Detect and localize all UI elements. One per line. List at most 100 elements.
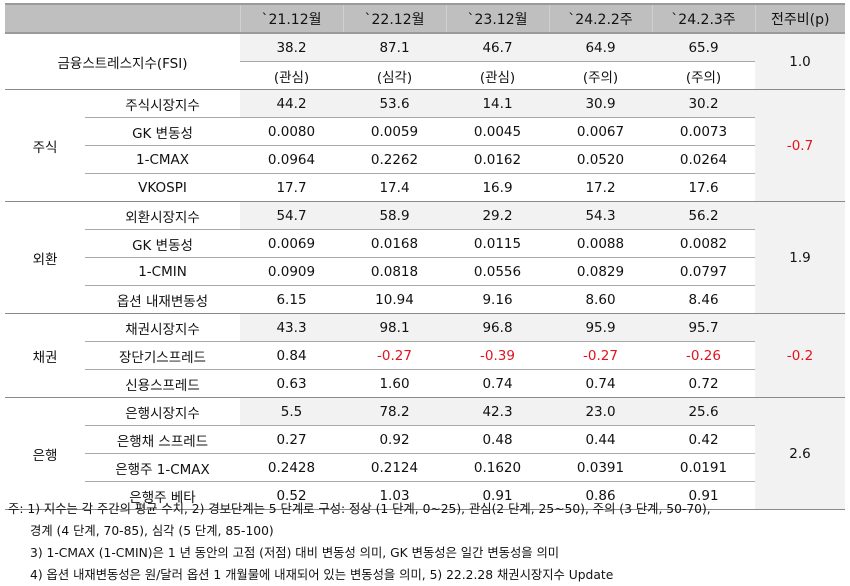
fsi-value-row: 금융스트레스지수(FSI) 38.2 87.1 46.7 64.9 65.9 1… (5, 33, 845, 90)
cell-value: 0.84 (240, 341, 343, 370)
cell-value: 17.2 (549, 173, 652, 202)
header-blank (5, 3, 240, 34)
cell-value-negative: -0.39 (446, 341, 549, 370)
cell-value: 1.60 (343, 369, 446, 398)
table-row: 신용스프레드 0.63 1.60 0.74 0.74 0.72 (5, 369, 845, 398)
row-label: 은행시장지수 (85, 397, 240, 426)
table-row: 1-CMIN 0.0909 0.0818 0.0556 0.0829 0.079… (5, 257, 845, 286)
cell-value: 0.0067 (549, 117, 652, 146)
cell-value: 0.0818 (343, 257, 446, 286)
cell-value: 0.2124 (343, 453, 446, 482)
cell-value: 1.03 (343, 481, 446, 510)
cell-value: 0.0115 (446, 229, 549, 258)
table-row: 장단기스프레드 0.84 -0.27 -0.39 -0.27 -0.26 (5, 341, 845, 370)
cell-value: 16.9 (446, 173, 549, 202)
fsi-value: 87.1 (343, 33, 446, 62)
cell-value: 95.7 (652, 313, 755, 342)
fsi-level: (주의) (549, 61, 652, 90)
cell-value: 0.0556 (446, 257, 549, 286)
cell-value: 0.52 (240, 481, 343, 510)
table-row: 은행 은행시장지수 5.5 78.2 42.3 23.0 25.6 2.6 (5, 397, 845, 510)
row-label: 은행주 베타 (85, 481, 240, 510)
cell-value: 0.0797 (652, 257, 755, 286)
group-change-fx: 1.9 (755, 201, 845, 314)
header-2024-2-w2: `24.2.2주 (548, 3, 652, 34)
row-label: 외환시장지수 (85, 201, 240, 230)
table-row: VKOSPI 17.7 17.4 16.9 17.2 17.6 (5, 173, 845, 202)
cell-value: 17.4 (343, 173, 446, 202)
cell-value: 53.6 (343, 89, 446, 118)
cell-value: 0.0082 (652, 229, 755, 258)
cell-value: 0.0080 (240, 117, 343, 146)
table-row: 외환 외환시장지수 54.7 58.9 29.2 54.3 56.2 1.9 (5, 201, 845, 314)
table-row: GK 변동성 0.0080 0.0059 0.0045 0.0067 0.007… (5, 117, 845, 146)
table-row: 옵션 내재변동성 6.15 10.94 9.16 8.60 8.46 (5, 285, 845, 314)
cell-value: 98.1 (343, 313, 446, 342)
fsi-change: 1.0 (755, 33, 845, 90)
table-row: 채권 채권시장지수 43.3 98.1 96.8 95.9 95.7 -0.2 (5, 313, 845, 398)
cell-value: 96.8 (446, 313, 549, 342)
fsi-level: (관심) (446, 61, 549, 90)
financial-stress-index-table: `21.12월 `22.12월 `23.12월 `24.2.2주 `24.2.3… (5, 3, 845, 510)
fsi-value: 65.9 (652, 33, 755, 62)
note-line: 4) 옵션 내재변동성은 원/달러 옵션 1 개월물에 내재되어 있는 변동성을… (30, 568, 614, 582)
cell-value: 0.86 (549, 481, 652, 510)
cell-value: 95.9 (549, 313, 652, 342)
cell-value: 0.91 (652, 481, 755, 510)
row-label: 1-CMAX (85, 145, 240, 174)
fsi-level-row: (관심) (심각) (관심) (주의) (주의) (5, 61, 845, 90)
note-line: 경계 (4 단계, 70-85), 심각 (5 단계, 85-100) (30, 524, 274, 538)
cell-value: 14.1 (446, 89, 549, 118)
table-row: 1-CMAX 0.0964 0.2262 0.0162 0.0520 0.026… (5, 145, 845, 174)
cell-value: 0.91 (446, 481, 549, 510)
cell-value: 17.6 (652, 173, 755, 202)
cell-value: 30.2 (652, 89, 755, 118)
cell-value: 0.0191 (652, 453, 755, 482)
row-label: GK 변동성 (85, 229, 240, 258)
fsi-level: (심각) (343, 61, 446, 90)
cell-value: 0.1620 (446, 453, 549, 482)
cell-value: 54.7 (240, 201, 343, 230)
table-row: 은행주 1-CMAX 0.2428 0.2124 0.1620 0.0391 0… (5, 453, 845, 482)
row-label: 채권시장지수 (85, 313, 240, 342)
cell-value: 0.63 (240, 369, 343, 398)
cell-value: 0.48 (446, 425, 549, 454)
cell-value: 43.3 (240, 313, 343, 342)
row-label: 장단기스프레드 (85, 341, 240, 370)
header-row: `21.12월 `22.12월 `23.12월 `24.2.2주 `24.2.3… (5, 3, 845, 34)
fsi-level: (주의) (652, 61, 755, 90)
group-label-stock: 주식 (5, 89, 85, 202)
table-row: 은행주 베타 0.52 1.03 0.91 0.86 0.91 (5, 481, 845, 510)
cell-value: 56.2 (652, 201, 755, 230)
cell-value: 0.27 (240, 425, 343, 454)
group-change-stock: -0.7 (755, 89, 845, 202)
cell-value: 0.74 (549, 369, 652, 398)
group-change-bank: 2.6 (755, 397, 845, 510)
cell-value: 44.2 (240, 89, 343, 118)
cell-value: 0.74 (446, 369, 549, 398)
cell-value: 10.94 (343, 285, 446, 314)
cell-value: 0.2428 (240, 453, 343, 482)
cell-value: 17.7 (240, 173, 343, 202)
cell-value: 0.0520 (549, 145, 652, 174)
row-label: VKOSPI (85, 173, 240, 202)
cell-value: 0.0073 (652, 117, 755, 146)
cell-value: 0.0964 (240, 145, 343, 174)
cell-value: 0.0059 (343, 117, 446, 146)
fsi-value: 38.2 (240, 33, 343, 62)
cell-value: 8.46 (652, 285, 755, 314)
cell-value-negative: -0.26 (652, 341, 755, 370)
cell-value: 78.2 (343, 397, 446, 426)
header-weekly-change: 전주비(p) (754, 3, 845, 34)
cell-value: 0.72 (652, 369, 755, 398)
cell-value-negative: -0.27 (343, 341, 446, 370)
row-label: 옵션 내재변동성 (85, 285, 240, 314)
cell-value: 0.0829 (549, 257, 652, 286)
row-label: 은행주 1-CMAX (85, 453, 240, 482)
cell-value: 0.92 (343, 425, 446, 454)
group-label-bank: 은행 (5, 397, 85, 510)
cell-value: 0.0391 (549, 453, 652, 482)
fsi-value: 46.7 (446, 33, 549, 62)
cell-value: 29.2 (446, 201, 549, 230)
header-2022-12: `22.12월 (342, 3, 446, 34)
